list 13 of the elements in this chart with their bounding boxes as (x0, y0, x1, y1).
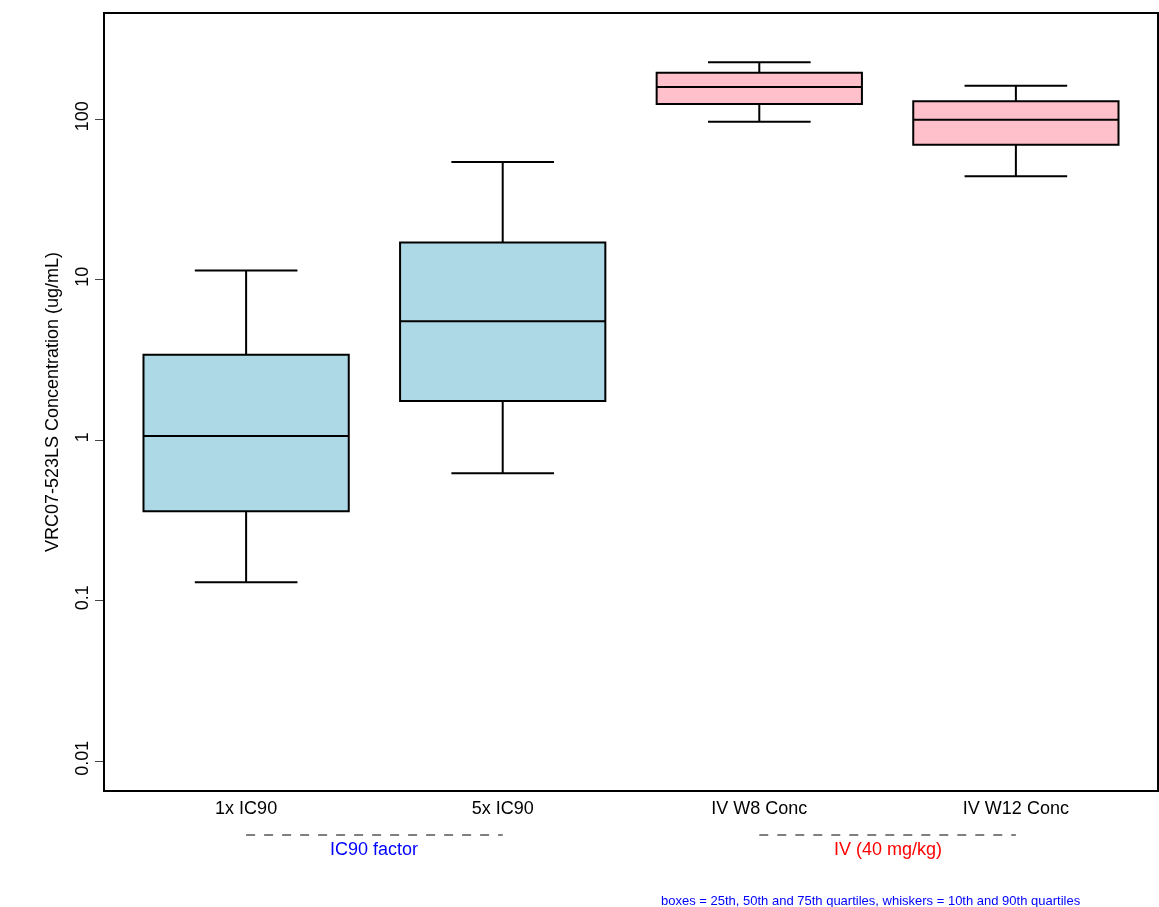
x-tick-label: 5x IC90 (471, 797, 534, 818)
x-tick-label: IV W12 Conc (962, 797, 1069, 818)
text: boxes = 25th, 50th and 75th quartiles, whiskers = 10th and 90th quartiles (661, 893, 1081, 907)
y-tick-label: 0.01 (71, 740, 92, 776)
y-axis-title: VRC07-523LS Concentration (ug/mL) (42, 251, 62, 553)
x-tick-label: 1x IC90 (215, 797, 278, 818)
y-tick-label: 0.1 (71, 585, 92, 611)
y-tick-label: 10 (71, 266, 92, 287)
y-tick-label: 1 (71, 432, 92, 443)
y-tick-label: 100 (71, 101, 92, 132)
x-tick-label: IV W8 Conc (711, 797, 808, 818)
text: IC90 factor (330, 839, 419, 859)
text: IV (40 mg/kg) (834, 839, 943, 859)
